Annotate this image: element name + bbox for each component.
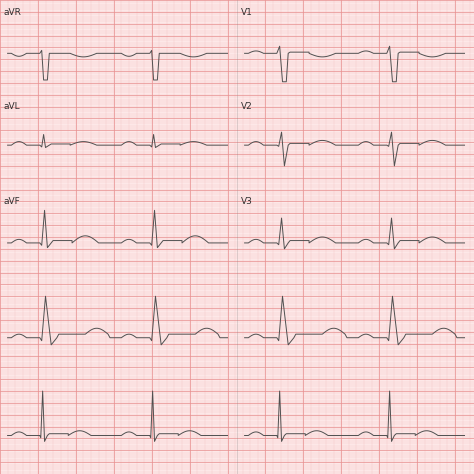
Text: V3: V3 [241, 197, 253, 206]
Text: V1: V1 [241, 8, 253, 17]
Text: aVL: aVL [4, 102, 20, 111]
Text: V2: V2 [241, 102, 253, 111]
Text: aVF: aVF [4, 197, 20, 206]
Text: aVR: aVR [4, 8, 22, 17]
